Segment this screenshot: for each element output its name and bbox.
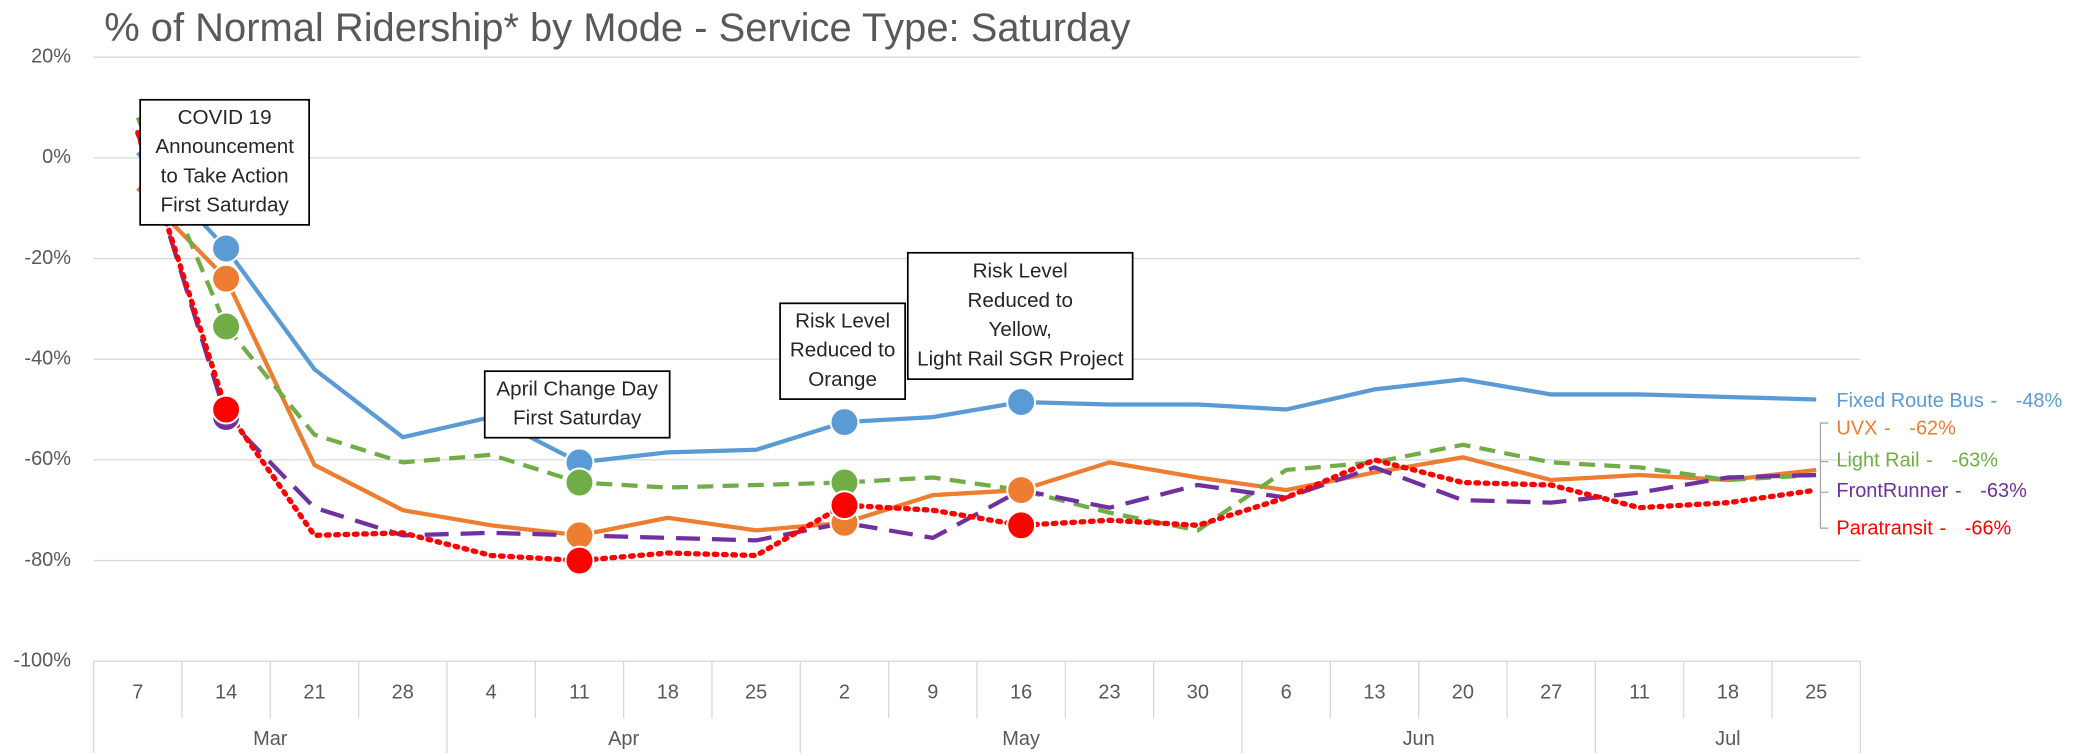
annotation-text: Risk Level bbox=[795, 309, 890, 332]
series-name: Light Rail bbox=[1836, 450, 1919, 472]
annotation-text: Light Rail SGR Project bbox=[917, 347, 1123, 370]
x-tick-label: 13 bbox=[1363, 681, 1385, 703]
x-tick-label: 14 bbox=[215, 681, 237, 703]
y-tick-label: -20% bbox=[24, 247, 71, 269]
point-marker bbox=[211, 394, 242, 425]
month-label: Jul bbox=[1715, 728, 1741, 750]
point-marker bbox=[1006, 475, 1037, 506]
series-line bbox=[135, 116, 1817, 533]
series-name: Paratransit bbox=[1836, 518, 1933, 540]
y-tick-label: -40% bbox=[24, 347, 71, 369]
x-tick-label: 6 bbox=[1281, 681, 1292, 703]
series-line bbox=[135, 132, 1817, 543]
annotation-text: Yellow, bbox=[989, 318, 1052, 341]
x-tick-label: 18 bbox=[1717, 681, 1739, 703]
series-end-label: UVX - -62% bbox=[1836, 418, 1956, 440]
series-end-label: Paratransit - -66% bbox=[1836, 518, 2011, 540]
series-line bbox=[136, 186, 1817, 538]
series-end-value: -63% bbox=[1951, 450, 1998, 472]
x-tick-label: 2 bbox=[839, 681, 850, 703]
point-marker bbox=[1006, 510, 1037, 541]
annotation-text: Reduced to bbox=[790, 339, 895, 362]
series-end-value: -66% bbox=[1965, 518, 2012, 540]
annotation-text: April Change Day bbox=[496, 377, 658, 400]
point-marker bbox=[564, 545, 595, 576]
series-end-label: FrontRunner - -63% bbox=[1836, 481, 2027, 503]
point-marker bbox=[211, 311, 242, 342]
point-marker bbox=[211, 263, 242, 294]
x-tick-label: 21 bbox=[303, 681, 325, 703]
annotation-text: First Saturday bbox=[513, 407, 642, 430]
series-line bbox=[135, 130, 1819, 564]
y-tick-label: 20% bbox=[31, 45, 71, 67]
x-tick-label: 4 bbox=[486, 681, 497, 703]
label-separator: - bbox=[1926, 450, 1933, 472]
x-tick-label: 11 bbox=[569, 681, 590, 703]
annotation-text: Orange bbox=[808, 368, 877, 391]
series-name: Fixed Route Bus bbox=[1836, 390, 1983, 412]
annotation-box bbox=[139, 98, 310, 226]
series-end-value: -63% bbox=[1980, 481, 2027, 503]
x-tick-label: 18 bbox=[657, 681, 679, 703]
x-tick-label: 11 bbox=[1629, 681, 1650, 703]
y-tick-label: -80% bbox=[24, 549, 71, 571]
label-bracket bbox=[1819, 422, 1829, 529]
annotation-text: Risk Level bbox=[973, 260, 1068, 283]
x-tick-label: 25 bbox=[1805, 681, 1827, 703]
annotation-text: COVID 19 bbox=[178, 106, 272, 129]
y-tick-label: 0% bbox=[42, 146, 71, 168]
label-separator: - bbox=[1955, 481, 1962, 503]
series-name: UVX bbox=[1836, 418, 1877, 440]
x-tick-label: 16 bbox=[1010, 681, 1032, 703]
x-tick-label: 25 bbox=[745, 681, 767, 703]
annotation-text: Reduced to bbox=[968, 289, 1073, 312]
annotation-box bbox=[483, 370, 671, 439]
series-line bbox=[136, 151, 1817, 465]
x-tick-label: 28 bbox=[392, 681, 414, 703]
month-label: Mar bbox=[253, 728, 288, 750]
annotation-box bbox=[906, 251, 1134, 381]
x-tick-label: 23 bbox=[1098, 681, 1120, 703]
series-end-value: -62% bbox=[1909, 418, 1956, 440]
annotation-text: to Take Action bbox=[161, 164, 289, 187]
x-tick-label: 9 bbox=[927, 681, 938, 703]
series-end-label: Light Rail - -63% bbox=[1836, 450, 1998, 472]
chart-title: % of Normal Ridership* by Mode - Service… bbox=[104, 6, 1130, 50]
label-separator: - bbox=[1990, 390, 1997, 412]
point-marker bbox=[829, 490, 860, 521]
series-end-label: Fixed Route Bus - -48% bbox=[1836, 390, 2062, 412]
point-marker bbox=[829, 407, 860, 438]
point-marker bbox=[1006, 387, 1037, 417]
annotation-box bbox=[779, 302, 907, 400]
point-marker bbox=[211, 233, 242, 264]
point-marker bbox=[564, 520, 595, 551]
label-separator: - bbox=[1884, 418, 1891, 440]
x-tick-label: 20 bbox=[1452, 681, 1474, 703]
month-label: Apr bbox=[608, 728, 639, 750]
x-tick-label: 27 bbox=[1540, 681, 1562, 703]
series-end-value: -48% bbox=[2016, 390, 2063, 412]
y-tick-label: -60% bbox=[24, 448, 71, 470]
series-name: FrontRunner bbox=[1836, 481, 1948, 503]
annotation-text: Announcement bbox=[155, 135, 294, 158]
month-label: Jun bbox=[1403, 728, 1435, 750]
month-label: May bbox=[1002, 728, 1040, 750]
x-tick-label: 7 bbox=[132, 681, 143, 703]
label-separator: - bbox=[1939, 518, 1946, 540]
point-marker bbox=[564, 467, 595, 498]
y-tick-label: -100% bbox=[13, 649, 71, 671]
x-tick-label: 30 bbox=[1187, 681, 1209, 703]
annotation-text: First Saturday bbox=[161, 194, 290, 217]
